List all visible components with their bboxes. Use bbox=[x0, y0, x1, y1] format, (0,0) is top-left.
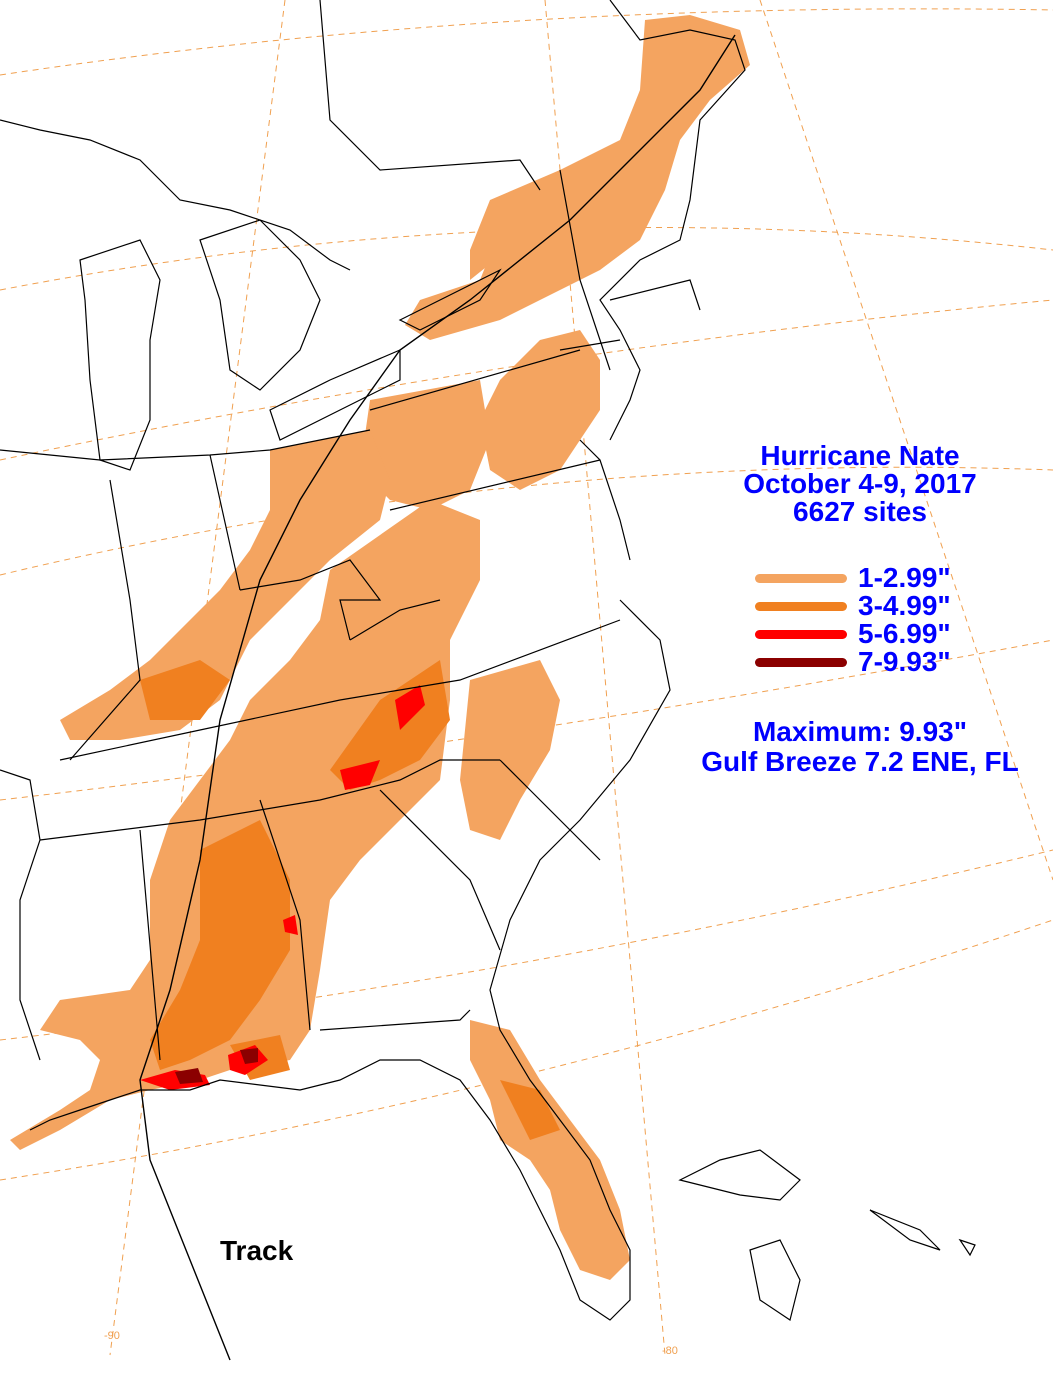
maximum-value: Maximum: 9.93" bbox=[752, 716, 968, 747]
legend-swatch bbox=[755, 658, 847, 667]
rainfall-5-7-in bbox=[140, 685, 425, 1090]
boundaries bbox=[0, 0, 976, 1361]
legend-label: 5-6.99" bbox=[858, 618, 951, 649]
legend-label: 1-2.99" bbox=[858, 562, 951, 593]
legend-swatch bbox=[755, 574, 847, 583]
track-label: Track bbox=[220, 1235, 294, 1266]
map-site-count: 6627 sites bbox=[793, 496, 927, 527]
hurricane-track bbox=[139, 34, 736, 1361]
maximum-location: Gulf Breeze 7.2 ENE, FL bbox=[701, 746, 1019, 777]
longitude-label: -80 bbox=[662, 1345, 678, 1357]
legend-swatch bbox=[755, 602, 847, 611]
map-date-range: October 4-9, 2017 bbox=[743, 468, 977, 499]
longitude-label: -90 bbox=[104, 1330, 120, 1342]
map-title: Hurricane Nate bbox=[760, 440, 960, 471]
rainfall-1-3-in bbox=[10, 15, 750, 1280]
legend-label: 3-4.99" bbox=[858, 590, 951, 621]
legend-swatch bbox=[755, 630, 847, 639]
rainfall-7-10-in bbox=[175, 1048, 258, 1084]
legend-label: 7-9.93" bbox=[858, 646, 951, 677]
